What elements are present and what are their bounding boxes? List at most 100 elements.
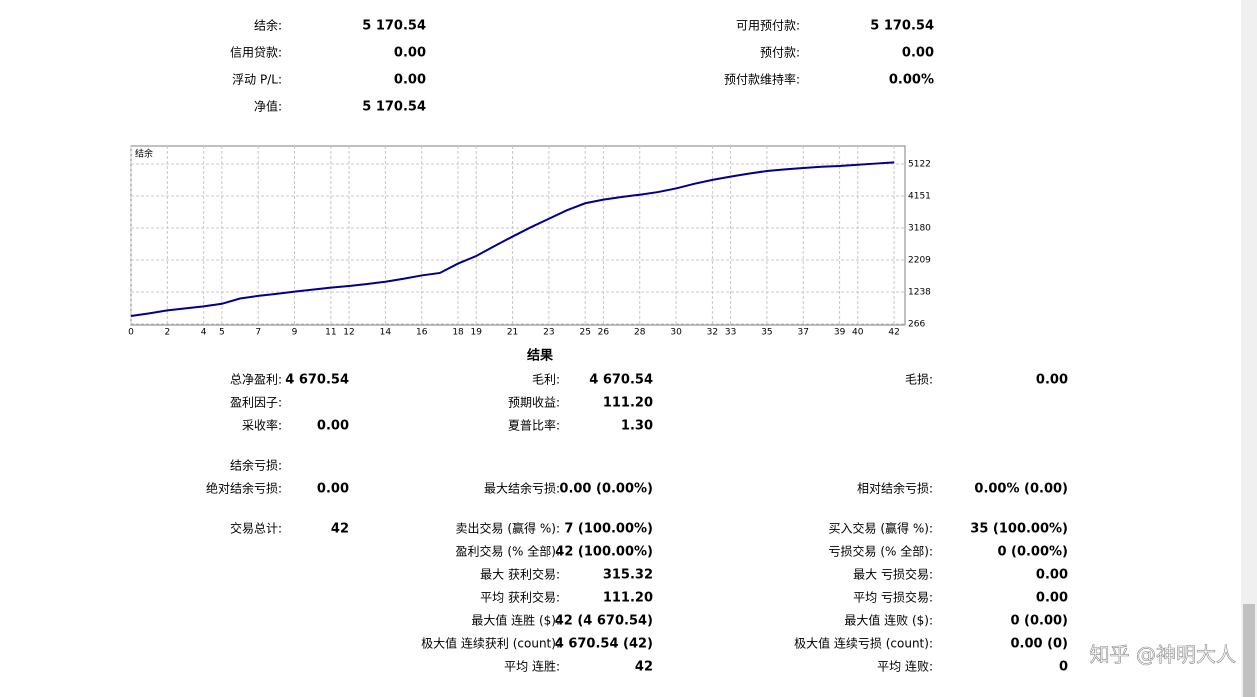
- result-value: 0: [1059, 660, 1068, 675]
- x-tick-label: 21: [507, 328, 518, 338]
- summary-label: 可用预付款:: [736, 19, 800, 33]
- result-value: 0 (0.00): [1010, 614, 1068, 629]
- result-label: 盈利交易 (% 全部):: [456, 544, 560, 559]
- result-value: 35 (100.00%): [970, 522, 1068, 537]
- summary-value: 5 170.54: [870, 19, 934, 34]
- summary-label: 预付款:: [760, 46, 800, 60]
- y-tick-label: 266: [908, 320, 925, 330]
- result-value: 0.00 (0): [1010, 637, 1068, 652]
- x-tick-label: 4: [201, 328, 207, 338]
- summary-label: 结余:: [254, 18, 282, 33]
- x-tick-label: 33: [725, 328, 736, 338]
- x-tick-label: 11: [325, 328, 336, 338]
- result-value: 0.00: [317, 482, 349, 497]
- x-tick-label: 2: [164, 328, 170, 338]
- result-label: 交易总计:: [230, 521, 282, 536]
- x-tick-label: 32: [707, 328, 718, 338]
- result-label: 买入交易 (赢得 %):: [829, 521, 933, 536]
- result-value: 0.00: [1036, 591, 1068, 606]
- x-tick-label: 16: [416, 328, 428, 338]
- summary-label: 预付款维持率:: [724, 72, 800, 87]
- result-label: 平均 获利交易:: [480, 590, 560, 605]
- result-label: 最大值 连胜 ($):: [471, 613, 560, 628]
- result-label: 最大 获利交易:: [480, 567, 560, 582]
- result-label: 最大结余亏损:: [484, 481, 560, 496]
- result-value: 0.00: [1036, 568, 1068, 583]
- y-tick-label: 2209: [908, 255, 931, 265]
- chart-title: 结余: [135, 148, 153, 160]
- x-tick-label: 30: [670, 328, 682, 338]
- x-tick-label: 23: [543, 328, 554, 338]
- result-label: 极大值 连续亏损 (count):: [794, 636, 933, 651]
- summary-value: 0.00: [394, 46, 426, 61]
- result-value: 42 (4 670.54): [555, 614, 653, 629]
- x-tick-label: 5: [219, 328, 225, 338]
- results-title: 结果: [527, 348, 553, 364]
- result-value: 0.00 (0.00%): [559, 482, 653, 497]
- y-tick-label: 1238: [908, 287, 931, 297]
- result-value: 111.20: [603, 396, 653, 411]
- summary-label: 信用贷款:: [230, 46, 282, 60]
- result-value: 0.00: [1036, 373, 1068, 388]
- result-value: 4 670.54 (42): [555, 637, 653, 652]
- result-value: 4 670.54: [285, 373, 349, 388]
- result-value: 42: [635, 660, 653, 675]
- result-value: 0 (0.00%): [997, 545, 1068, 560]
- result-value: 0.00: [317, 419, 349, 434]
- balance-line: [130, 161, 895, 317]
- result-label: 卖出交易 (赢得 %):: [456, 521, 560, 536]
- result-value: 42: [331, 522, 349, 537]
- x-tick-label: 40: [852, 328, 864, 338]
- result-label: 结余亏损:: [230, 458, 282, 473]
- result-label: 平均 亏损交易:: [853, 590, 933, 605]
- summary-label: 浮动 P/L:: [232, 73, 282, 87]
- result-label: 毛利:: [532, 373, 560, 387]
- x-tick-label: 19: [470, 328, 482, 338]
- result-label: 预期收益:: [508, 396, 560, 410]
- x-tick-label: 26: [598, 328, 610, 338]
- x-tick-label: 28: [634, 328, 646, 338]
- summary-value: 0.00: [902, 46, 934, 61]
- x-tick-label: 39: [834, 328, 846, 338]
- y-tick-label: 5122: [908, 159, 931, 169]
- result-label: 平均 连胜:: [504, 659, 560, 674]
- result-label: 绝对结余亏损:: [206, 481, 282, 496]
- result-value: 1.30: [621, 419, 653, 434]
- scrollbar[interactable]: [1241, 0, 1257, 697]
- x-tick-label: 0: [128, 328, 134, 338]
- result-label: 采收率:: [242, 418, 282, 433]
- summary-value: 5 170.54: [362, 19, 426, 34]
- result-value: 4 670.54: [589, 373, 653, 388]
- x-tick-label: 12: [343, 328, 354, 338]
- result-value: 315.32: [603, 568, 653, 583]
- y-tick-label: 4151: [908, 191, 931, 201]
- result-label: 相对结余亏损:: [857, 481, 933, 496]
- result-value: 111.20: [603, 591, 653, 606]
- x-tick-label: 9: [292, 328, 298, 338]
- summary-value: 0.00: [394, 73, 426, 88]
- result-value: 0.00% (0.00): [974, 482, 1068, 497]
- x-tick-label: 35: [761, 328, 772, 338]
- x-tick-label: 37: [798, 328, 809, 338]
- x-tick-label: 25: [579, 328, 590, 338]
- x-tick-label: 42: [888, 328, 899, 338]
- result-value: 42 (100.00%): [555, 545, 653, 560]
- x-tick-label: 14: [380, 328, 392, 338]
- scrollbar-thumb[interactable]: [1243, 604, 1255, 697]
- result-label: 亏损交易 (% 全部):: [829, 544, 933, 559]
- watermark: 知乎 @神明大人: [1090, 643, 1236, 667]
- result-label: 毛损:: [905, 373, 933, 387]
- result-label: 极大值 连续获利 (count):: [421, 636, 560, 651]
- y-tick-label: 3180: [908, 223, 931, 233]
- result-label: 盈利因子:: [230, 396, 282, 410]
- summary-value: 0.00%: [889, 73, 934, 88]
- result-label: 总净盈利:: [230, 373, 282, 387]
- x-tick-label: 18: [452, 328, 464, 338]
- result-label: 平均 连败:: [877, 659, 933, 674]
- summary-value: 5 170.54: [362, 100, 426, 115]
- result-label: 夏普比率:: [508, 418, 560, 433]
- result-label: 最大 亏损交易:: [853, 567, 933, 582]
- result-label: 最大值 连败 ($):: [844, 613, 933, 628]
